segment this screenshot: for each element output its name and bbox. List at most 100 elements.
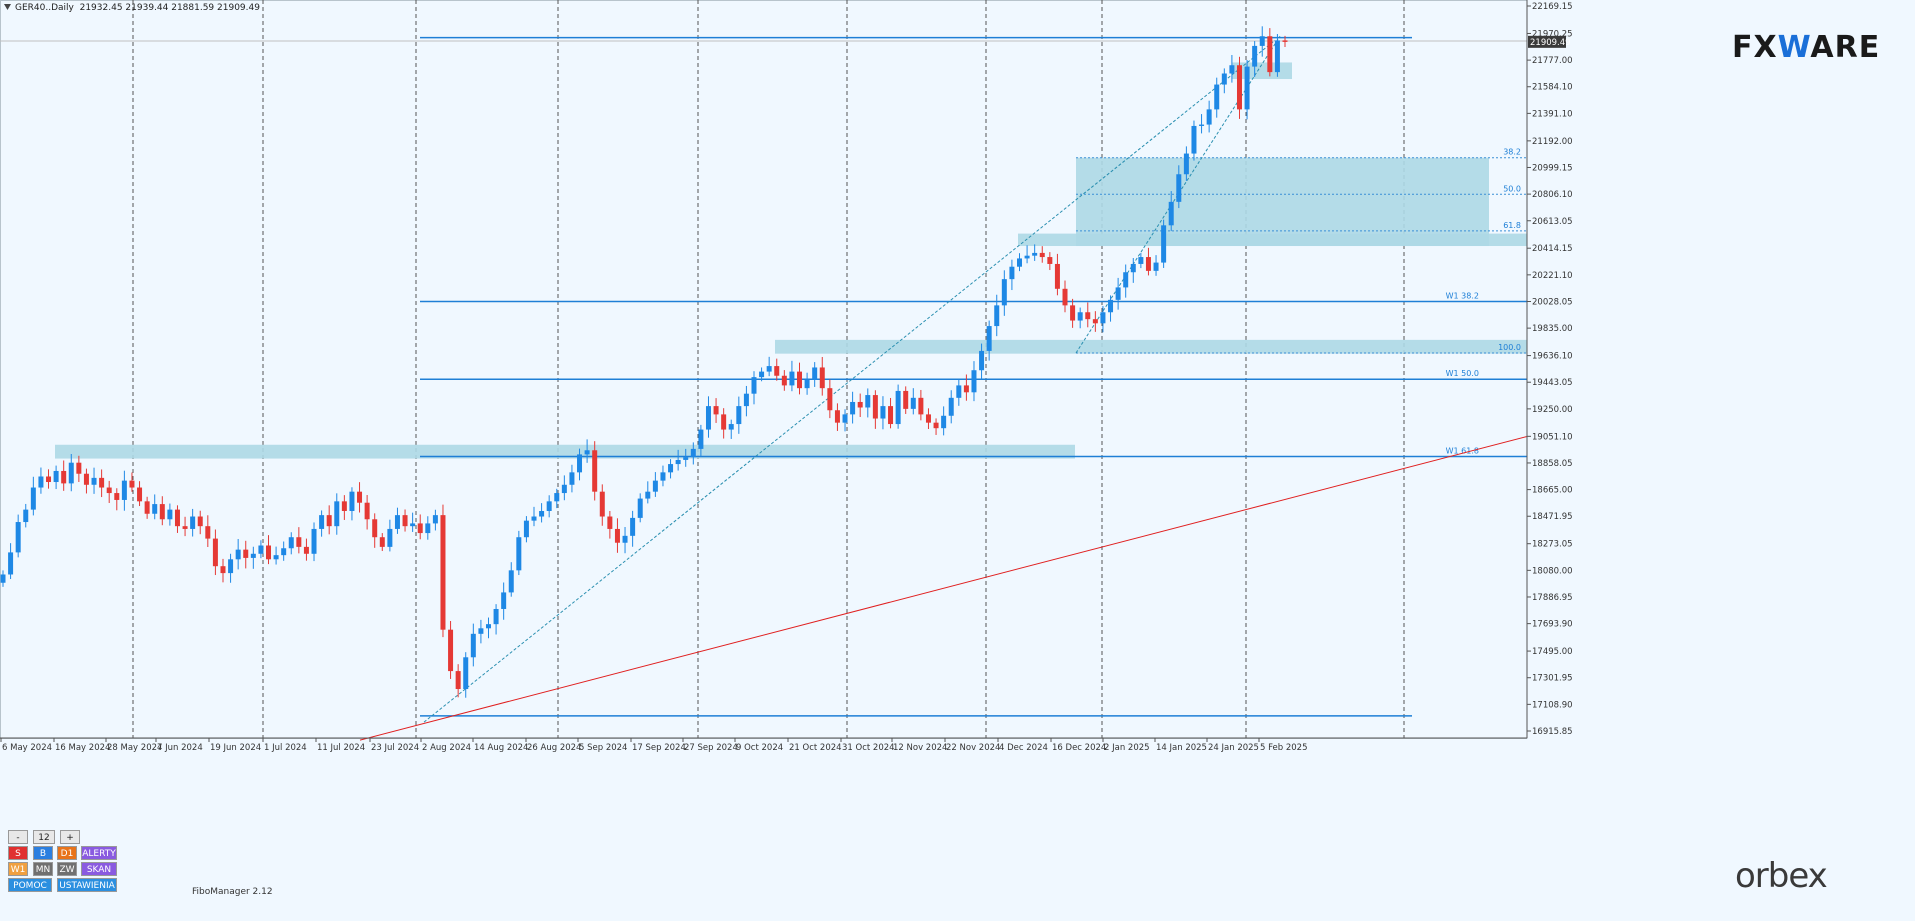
chart-header: GER40..Daily 21932.45 21939.44 21881.59 …: [4, 3, 260, 13]
supply-demand-zone: [1076, 157, 1489, 247]
candle-body: [258, 545, 264, 554]
price-tick-label: 18471.95: [1532, 512, 1573, 522]
candle-body: [766, 366, 772, 372]
candle-body: [91, 477, 97, 485]
price-tick-label: 18665.00: [1532, 486, 1573, 496]
candle-body: [387, 528, 393, 547]
time-tick-label: 9 Oct 2024: [736, 743, 783, 753]
candle-body: [68, 462, 74, 484]
candle-body: [76, 462, 82, 474]
candle-body: [1236, 65, 1242, 110]
candle-body: [577, 454, 583, 473]
candle-body: [546, 501, 552, 511]
minus-button[interactable]: -: [8, 830, 28, 844]
candle-body: [1229, 65, 1235, 74]
candle-body: [1145, 257, 1151, 271]
timeframe-button-mn[interactable]: MN: [33, 862, 53, 876]
channel-line: [423, 39, 1276, 723]
candle-body: [470, 633, 476, 658]
candle-body: [1077, 312, 1083, 321]
price-tick-label: 20414.15: [1532, 244, 1573, 254]
candle-body: [721, 414, 727, 430]
candle-body: [152, 504, 158, 514]
price-tick-label: 19443.05: [1532, 378, 1573, 388]
candle-body: [212, 538, 218, 567]
candle-body: [46, 476, 52, 483]
candle-body: [455, 671, 461, 690]
timeframe-button-skan[interactable]: SKAN: [81, 862, 117, 876]
price-tick-label: 17301.95: [1532, 674, 1573, 684]
candle-body: [971, 370, 977, 393]
symbol-label: GER40..Daily: [15, 3, 74, 13]
candle-body: [872, 395, 878, 419]
candle-body: [1123, 272, 1129, 288]
candle-body: [478, 628, 484, 634]
fibo-manager-label: FiboManager 2.12: [192, 887, 273, 897]
mode-button-s[interactable]: S: [8, 846, 28, 860]
candle-body: [865, 395, 871, 408]
help-button[interactable]: POMOC: [8, 878, 52, 892]
time-tick-label: 12 Nov 2024: [893, 743, 947, 753]
candle-body: [569, 472, 575, 485]
candle-body: [1115, 287, 1121, 300]
candle-body: [516, 537, 522, 571]
candle-body: [220, 566, 226, 574]
candle-body: [1183, 153, 1189, 175]
candle-body: [1130, 263, 1136, 273]
candle-body: [736, 406, 742, 425]
candle-body: [114, 493, 120, 500]
price-tick-label: 20999.15: [1532, 163, 1573, 173]
candle-body: [743, 393, 749, 407]
candle-body: [53, 470, 59, 483]
candle-body: [705, 406, 711, 430]
candle-body: [888, 406, 894, 425]
price-tick-label: 17495.00: [1532, 647, 1573, 657]
price-tick-label: 21584.10: [1532, 83, 1573, 93]
fxware-logo: FXWARE: [1732, 30, 1880, 65]
time-tick-label: 27 Sep 2024: [684, 743, 738, 753]
candle-body: [410, 523, 416, 527]
candle-body: [539, 510, 545, 517]
time-tick-label: 5 Feb 2025: [1260, 743, 1308, 753]
candle-body: [106, 487, 112, 494]
candle-body: [0, 574, 6, 583]
fib-label: 50.0: [1503, 184, 1521, 193]
candle-body: [394, 515, 400, 529]
settings-button[interactable]: USTAWIENIA: [57, 878, 117, 892]
timeframe-button-w1[interactable]: W1: [8, 862, 28, 876]
candle-body: [827, 388, 833, 411]
time-tick-label: 14 Jan 2025: [1156, 743, 1207, 753]
candle-body: [99, 477, 105, 488]
time-tick-label: 2 Aug 2024: [422, 743, 471, 753]
timeframe-button-zw[interactable]: ZW: [57, 862, 77, 876]
candle-body: [531, 516, 537, 521]
candle-body: [759, 371, 765, 378]
candle-body: [948, 397, 954, 416]
time-tick-label: 11 Jul 2024: [317, 743, 365, 753]
candle-body: [1047, 257, 1053, 264]
plus-button[interactable]: +: [60, 830, 80, 844]
candle-body: [159, 504, 165, 520]
candle-body: [167, 509, 173, 520]
candle-body: [190, 516, 196, 529]
candle-body: [903, 390, 909, 409]
candle-body: [205, 526, 211, 539]
candle-body: [334, 501, 340, 527]
candle-body: [1024, 255, 1030, 259]
mode-button-b[interactable]: B: [33, 846, 53, 860]
candle-body: [1206, 109, 1212, 125]
supply-demand-zone: [55, 444, 1075, 459]
time-tick-label: 1 Jul 2024: [264, 743, 307, 753]
caret-down-icon: [4, 4, 11, 10]
candle-body: [281, 548, 287, 556]
mode-button-alerty[interactable]: ALERTY: [81, 846, 117, 860]
price-tick-label: 16915.85: [1532, 727, 1573, 737]
mode-button-d1[interactable]: D1: [57, 846, 77, 860]
candle-body: [1085, 312, 1091, 320]
candle-body: [38, 476, 44, 488]
time-tick-label: 24 Jan 2025: [1208, 743, 1259, 753]
candle-body: [554, 493, 560, 502]
count-field[interactable]: 12: [33, 830, 55, 844]
candle-body: [599, 491, 605, 517]
